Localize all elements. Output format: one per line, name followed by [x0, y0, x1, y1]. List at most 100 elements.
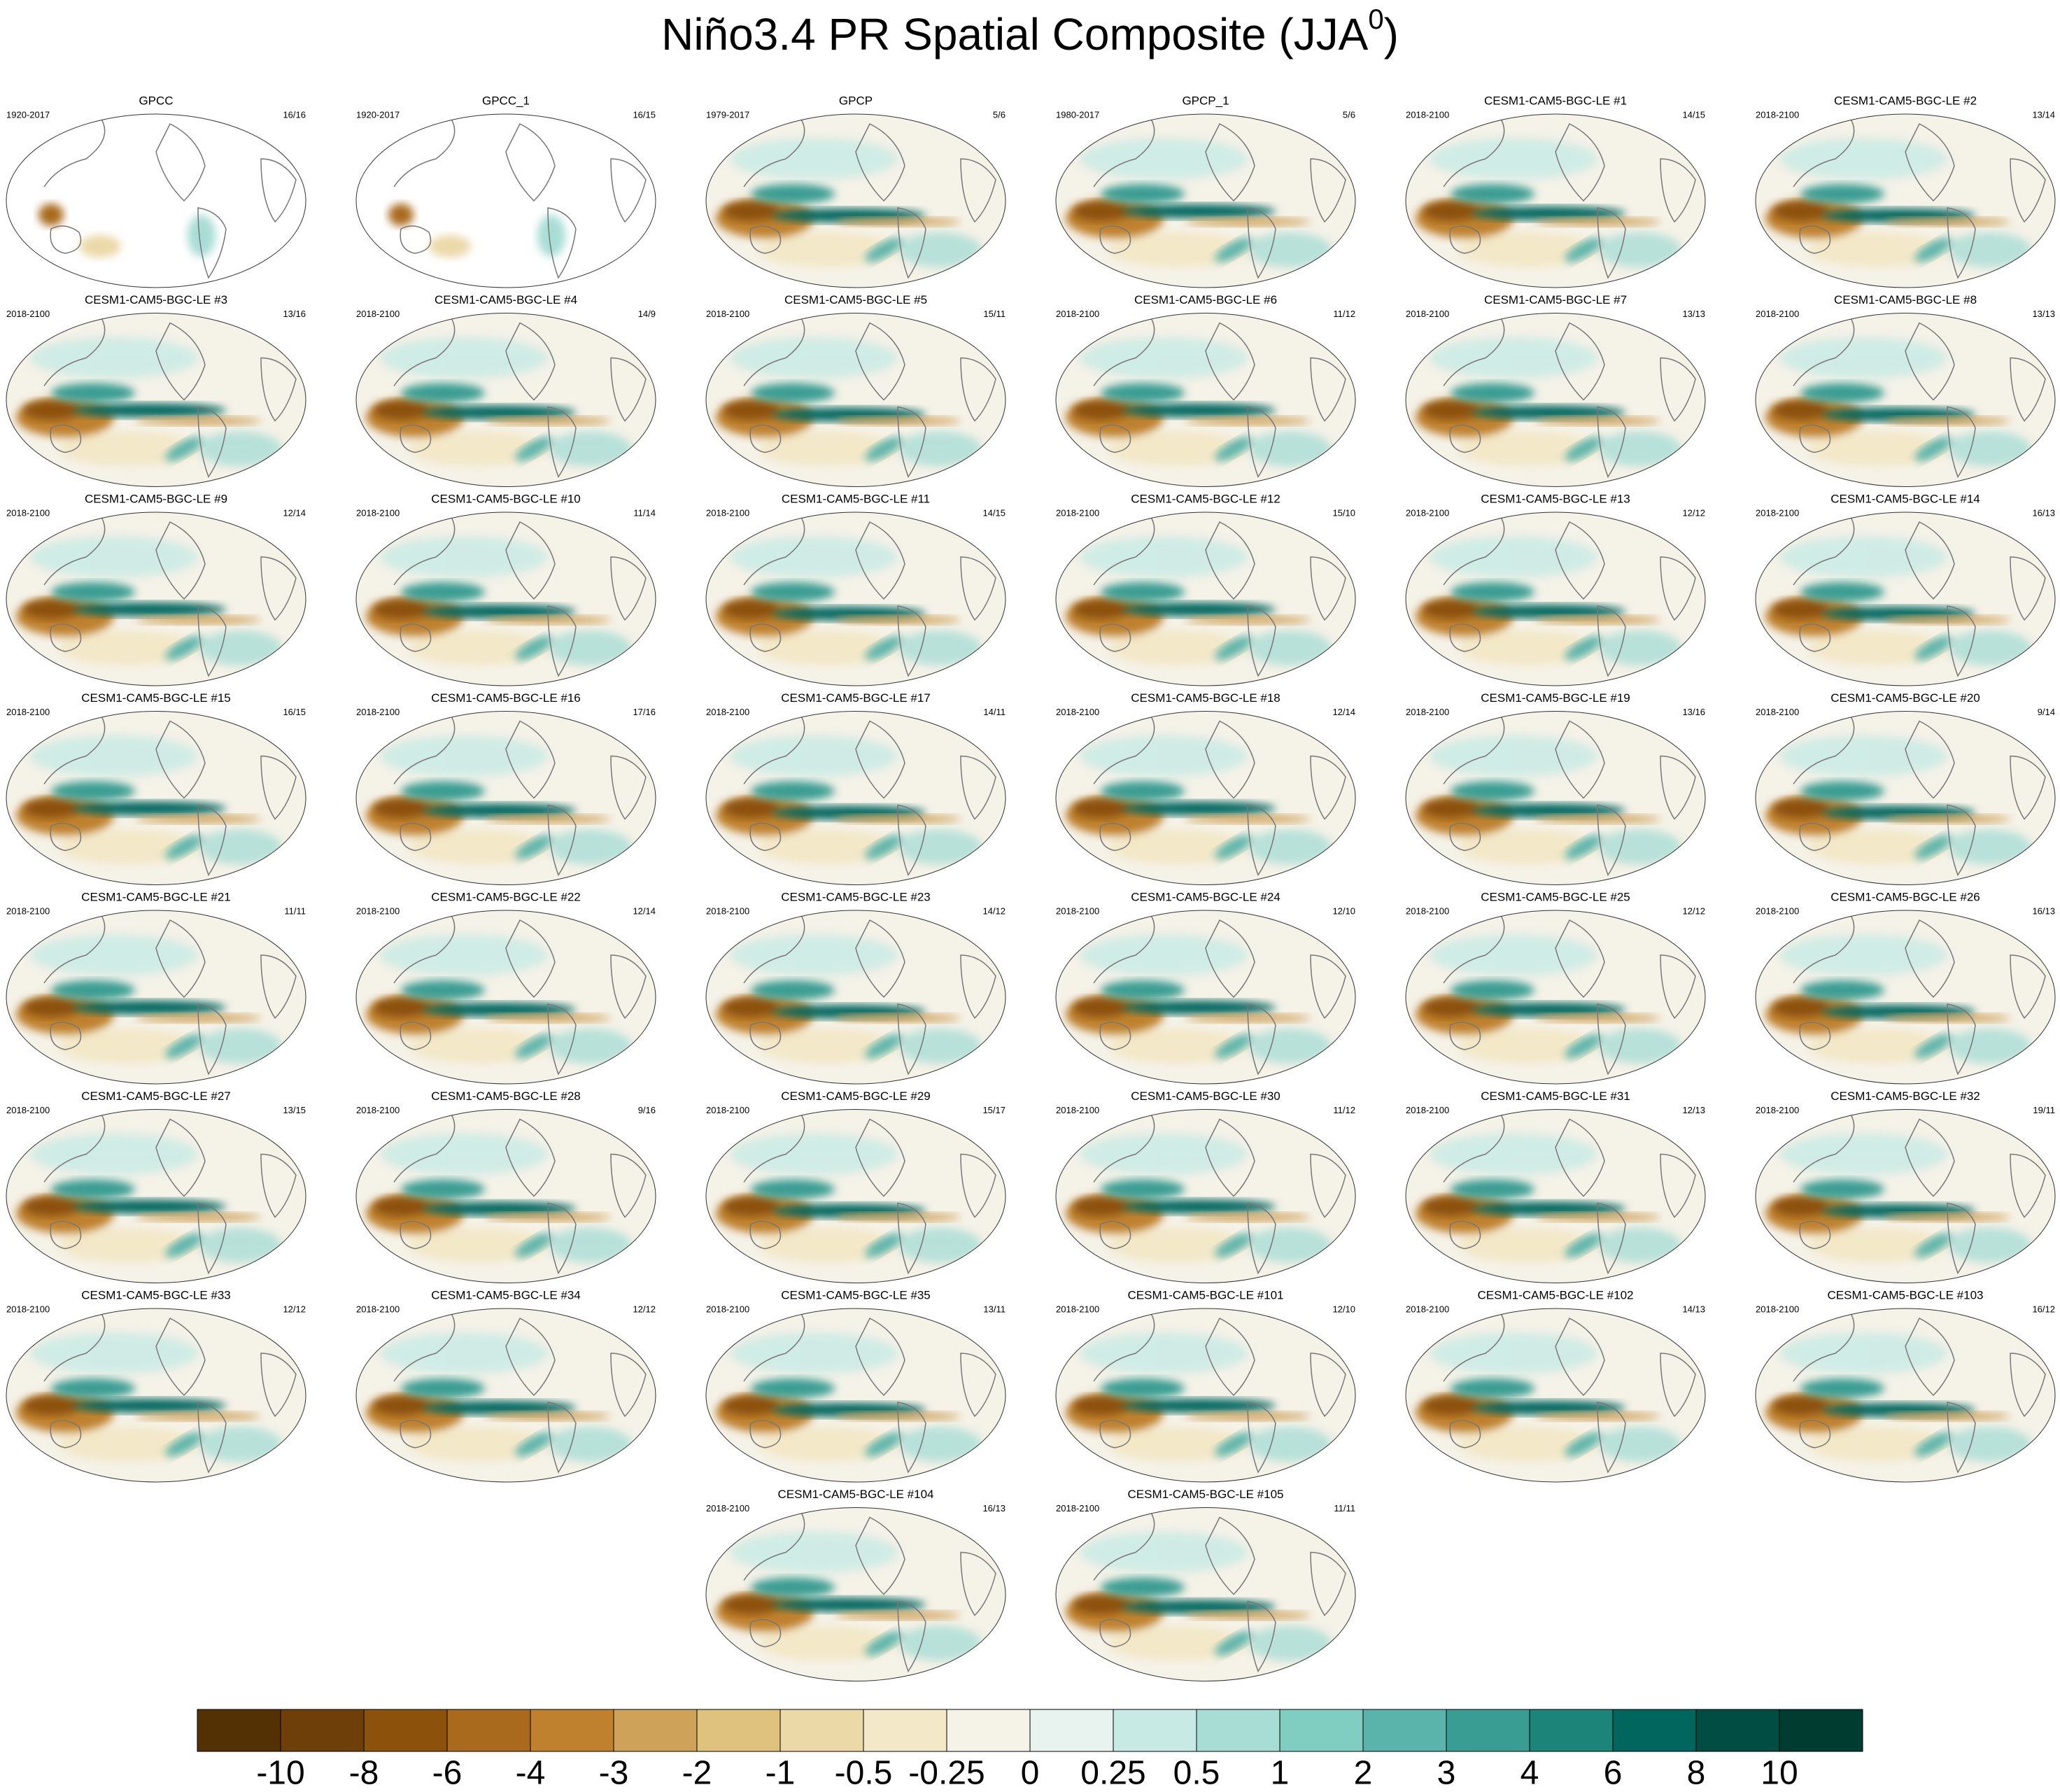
map-panel: CESM1-CAM5-BGC-LE #10 2018-2100 11/14 [355, 492, 656, 686]
colorbar-label: 3 [1437, 1755, 1456, 1792]
coastline [505, 521, 556, 600]
panel-count: 12/14 [633, 905, 656, 916]
coastline [855, 122, 905, 202]
colorbar-box [280, 1709, 365, 1752]
field-blob [1101, 582, 1185, 602]
field-blob [1914, 437, 1952, 461]
map-outline [6, 313, 306, 487]
field-blob [1565, 835, 1602, 859]
coastline [1247, 1402, 1276, 1474]
coastline [260, 1153, 297, 1218]
panel-count: 16/16 [283, 109, 306, 120]
field-blob [1565, 1233, 1602, 1257]
coastline [1947, 406, 1976, 479]
map-background [6, 114, 306, 288]
map-panel: GPCC 1920-2017 16/16 [6, 94, 306, 288]
coastline [960, 1551, 996, 1616]
coastline [855, 521, 905, 600]
colorbar-box [1029, 1709, 1114, 1752]
map-panel: CESM1-CAM5-BGC-LE #101 2018-2100 12/10 [1055, 1288, 1356, 1483]
field-blob [1458, 232, 1597, 267]
field-blob [723, 202, 779, 221]
field-blob [1800, 781, 1884, 801]
coastline [960, 755, 996, 820]
map-field [715, 1509, 996, 1673]
coastline [547, 605, 577, 677]
map-panel: CESM1-CAM5-BGC-LE #3 2018-2100 13/16 [6, 293, 306, 487]
coastline [50, 225, 82, 254]
map-panel: CESM1-CAM5-BGC-LE #31 2018-2100 12/13 [1405, 1089, 1706, 1283]
panel-count: 12/12 [633, 1304, 656, 1314]
panel-title: GPCC_1 [482, 94, 530, 107]
coastline [155, 521, 206, 600]
coastline [610, 158, 647, 223]
map-panel: CESM1-CAM5-BGC-LE #102 2018-2100 14/13 [1405, 1288, 1706, 1483]
map-field [715, 1311, 996, 1474]
colorbar-box [1529, 1709, 1614, 1752]
map-field [1065, 1111, 1346, 1275]
coastline [897, 804, 926, 877]
field-blob [1458, 829, 1597, 865]
field-blob [1807, 232, 1947, 267]
field-blob [373, 1396, 429, 1416]
field-blob [1122, 1399, 1276, 1413]
map-outline [1405, 1308, 1706, 1483]
panel-count: 16/13 [2032, 507, 2055, 518]
field-blob [1430, 536, 1597, 578]
map-outline [355, 113, 656, 288]
field-blob [1101, 1378, 1185, 1398]
panel-title: CESM1-CAM5-BGC-LE #7 [1484, 293, 1627, 306]
panel-period: 2018-2100 [6, 1304, 50, 1314]
panel-title: CESM1-CAM5-BGC-LE #22 [431, 890, 581, 903]
field-blob [1472, 206, 1625, 220]
coastline [749, 225, 782, 254]
panel-period: 2018-2100 [356, 905, 400, 916]
coastline [505, 122, 556, 202]
map-outline [705, 711, 1006, 885]
coastline [1099, 1618, 1131, 1648]
coastline [1205, 919, 1255, 999]
field-blob [1807, 1029, 1947, 1064]
land-anomaly [38, 204, 64, 226]
field-blob [1108, 1227, 1248, 1263]
panel-title: CESM1-CAM5-BGC-LE #21 [81, 890, 231, 903]
coastline [1205, 521, 1255, 600]
field-blob [380, 536, 548, 578]
map-outline [1755, 1308, 2056, 1483]
panel-period: 2018-2100 [1756, 905, 1799, 916]
panel-title: CESM1-CAM5-BGC-LE #12 [1131, 492, 1281, 505]
panel-period: 2018-2100 [356, 1105, 400, 1115]
field-blob [165, 1432, 203, 1457]
map-outline [705, 313, 1006, 487]
field-blob [1565, 437, 1602, 461]
coastline [1597, 1003, 1626, 1075]
map-outline [705, 1109, 1006, 1283]
map-panel: CESM1-CAM5-BGC-LE #27 2018-2100 13/15 [6, 1089, 306, 1283]
panel-count: 11/12 [1333, 1105, 1355, 1115]
colorbar-label: -10 [256, 1755, 304, 1792]
coastline [1905, 322, 1955, 401]
map-panel: CESM1-CAM5-BGC-LE #2 2018-2100 13/14 [1755, 94, 2056, 288]
coastline [1449, 225, 1481, 254]
panel-period: 2018-2100 [6, 309, 50, 319]
coastline [260, 158, 297, 223]
field-blob [758, 1227, 898, 1263]
coastline [1449, 623, 1481, 652]
map-outline [6, 1308, 306, 1483]
coastline [1205, 1118, 1255, 1197]
panel-period: 2018-2100 [6, 507, 50, 518]
coastline [1597, 406, 1626, 479]
map-field [715, 514, 996, 677]
panel-period: 2018-2100 [1406, 707, 1449, 717]
colorbar-box [1779, 1709, 1863, 1752]
coastline [50, 1022, 82, 1050]
panel-title: GPCP [839, 94, 873, 107]
panel-count: 12/12 [1682, 905, 1705, 916]
field-blob [1597, 630, 1681, 665]
panel-title: CESM1-CAM5-BGC-LE #20 [1830, 691, 1980, 705]
panel-title: CESM1-CAM5-BGC-LE #5 [784, 293, 927, 306]
field-blob [198, 431, 282, 467]
coastline [610, 556, 647, 621]
coastline [1947, 207, 1976, 279]
coastline [1449, 1022, 1481, 1050]
